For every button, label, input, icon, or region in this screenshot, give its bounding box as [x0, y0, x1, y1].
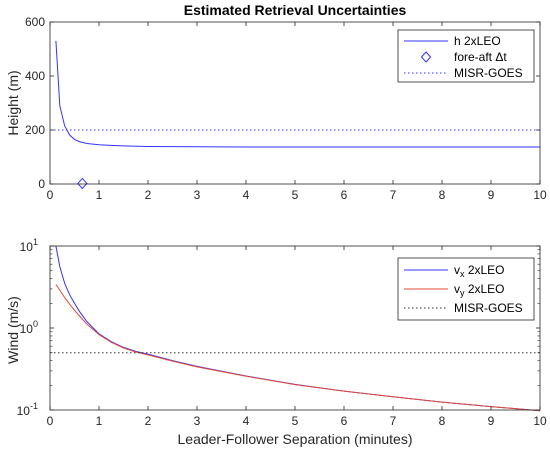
wind-x-tick-label: 5 [292, 414, 299, 428]
height-x-tick-label: 6 [341, 188, 348, 202]
wind-legend: vx 2xLEO vy 2xLEO MISR-GOES [397, 257, 535, 321]
legend-label-h-2xleo: h 2xLEO [454, 34, 501, 48]
height-x-tick-label: 4 [243, 188, 250, 202]
wind-panel: 0 1 2 3 4 5 6 7 8 9 10 10-1 100 101 Wind (m/s) Leade… [5, 237, 547, 447]
wind-x-tick-label: 6 [341, 414, 348, 428]
legend-label-vx: vx 2xLEO [454, 263, 505, 279]
height-x-tick-label: 5 [292, 188, 299, 202]
height-x-tick-label: 8 [439, 188, 446, 202]
wind-y-tick-label: 101 [20, 237, 38, 254]
legend-marker-fore-aft [420, 51, 432, 63]
height-y-axis-label: Height (m) [5, 70, 21, 135]
height-legend: h 2xLEO fore-aft Δt MISR-GOES [397, 29, 535, 83]
height-x-tick-label: 2 [145, 188, 152, 202]
height-series-layer [50, 40, 540, 190]
legend-label-fore-aft: fore-aft Δt [454, 50, 507, 64]
wind-y-tick-label: 100 [20, 319, 38, 336]
height-x-tick-label: 0 [47, 188, 54, 202]
height-x-tick-label: 7 [390, 188, 397, 202]
height-x-tick-label: 9 [488, 188, 495, 202]
wind-x-tick-label: 0 [47, 414, 54, 428]
wind-x-tick-label: 4 [243, 414, 250, 428]
wind-x-ticks: 0 1 2 3 4 5 6 7 8 9 10 [47, 246, 547, 428]
height-x-tick-label: 10 [533, 188, 547, 202]
height-y-tick-label: 600 [25, 15, 45, 29]
wind-series-vy-line [55, 284, 541, 412]
height-x-tick-label: 1 [96, 188, 103, 202]
height-x-tick-label: 3 [194, 188, 201, 202]
legend-label-misr-goes-top: MISR-GOES [454, 66, 523, 80]
wind-series-layer [50, 245, 541, 412]
height-x-ticks: 0 1 2 3 4 5 6 7 8 9 10 [47, 22, 547, 202]
height-y-tick-label: 0 [38, 177, 45, 191]
wind-y-ticks: 10-1 100 101 [17, 237, 540, 418]
wind-x-tick-label: 7 [390, 414, 397, 428]
wind-x-tick-label: 1 [96, 414, 103, 428]
wind-x-tick-label: 10 [533, 414, 547, 428]
wind-x-tick-label: 9 [488, 414, 495, 428]
height-y-tick-label: 400 [25, 69, 45, 83]
x-axis-label: Leader-Follower Separation (minutes) [178, 431, 413, 447]
height-series-h-2xleo-line [55, 40, 540, 148]
height-y-ticks: 0 200 400 600 [25, 15, 540, 191]
wind-x-tick-label: 3 [194, 414, 201, 428]
height-fore-aft-marker [77, 177, 88, 190]
legend-label-vy: vy 2xLEO [454, 282, 505, 298]
wind-y-tick-label: 10-1 [17, 401, 38, 418]
height-panel: Estimated Retrieval Uncertainties 0 1 2 3 4 5… [5, 2, 547, 202]
legend-label-misr-goes-bottom: MISR-GOES [454, 301, 523, 315]
wind-y-axis-label: Wind (m/s) [5, 296, 21, 364]
wind-x-tick-label: 8 [439, 414, 446, 428]
chart-title: Estimated Retrieval Uncertainties [184, 2, 407, 18]
height-y-tick-label: 200 [25, 123, 45, 137]
wind-x-tick-label: 2 [145, 414, 152, 428]
